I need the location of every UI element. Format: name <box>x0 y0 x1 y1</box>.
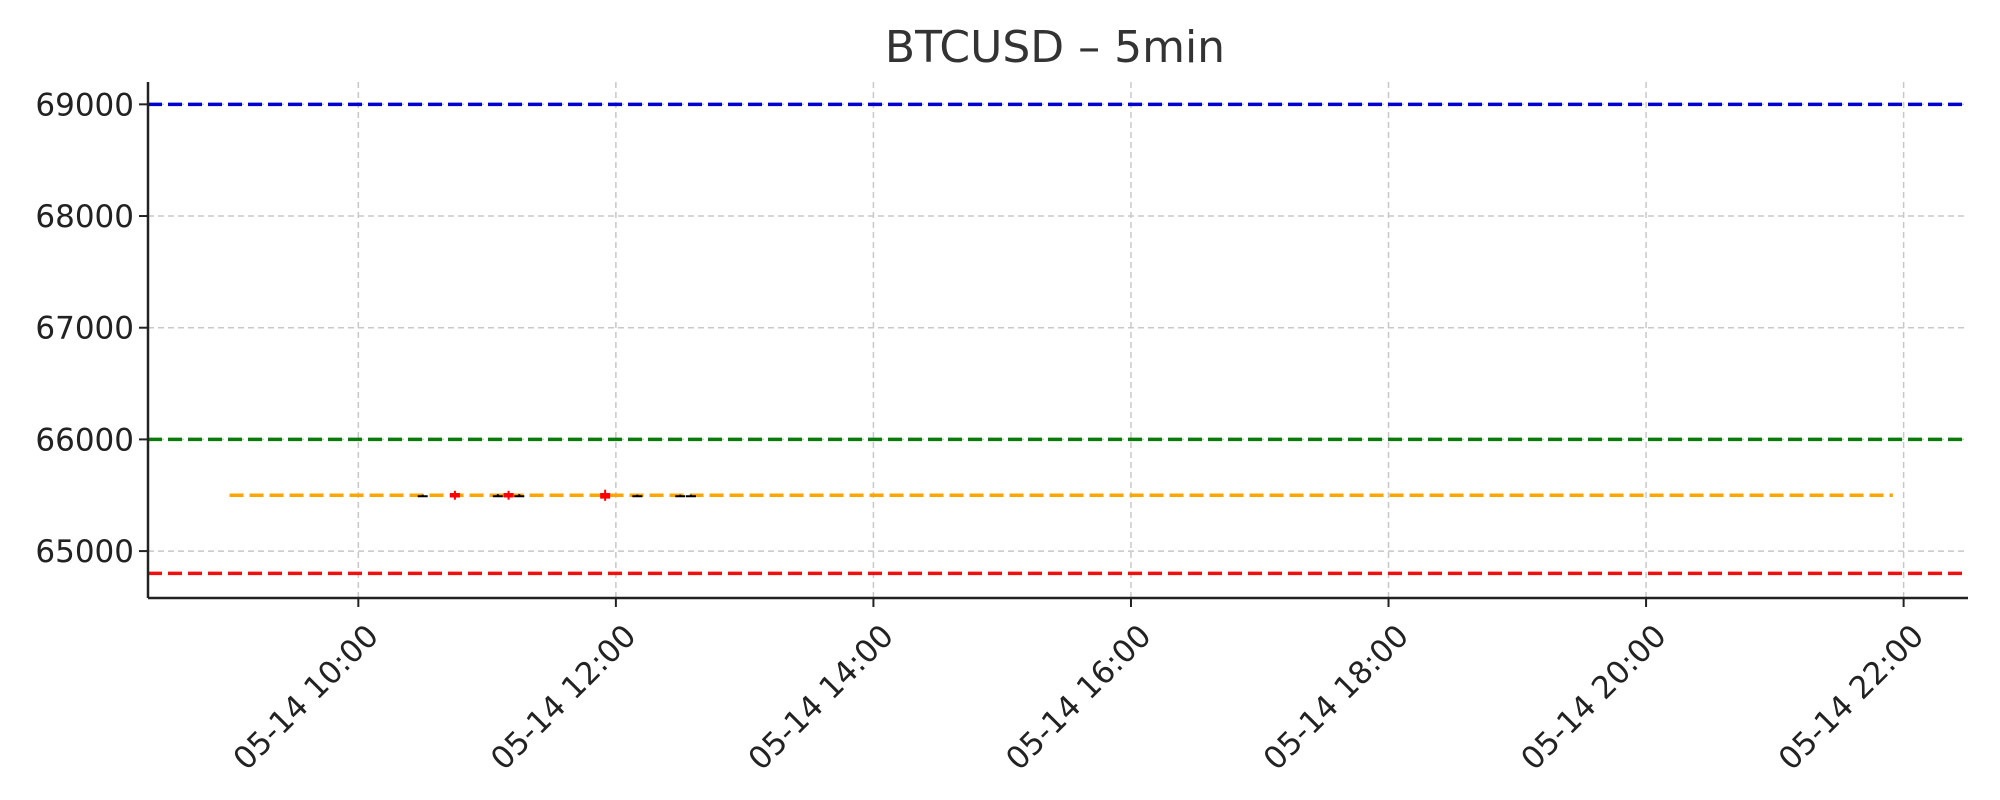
x-tick-label: 05-14 16:00 <box>999 618 1158 777</box>
candle-body <box>514 495 525 498</box>
x-tick-label: 05-14 10:00 <box>227 618 386 777</box>
candle <box>632 494 643 498</box>
candle-body <box>417 495 428 498</box>
candle <box>600 489 611 501</box>
y-tick-label: 68000 <box>35 199 134 235</box>
level-lines <box>148 102 1968 576</box>
x-tick-label: 05-14 14:00 <box>742 618 901 777</box>
candle <box>492 494 503 498</box>
chart-title: BTCUSD – 5min <box>885 22 1225 73</box>
candle <box>685 494 696 498</box>
candle-body <box>492 495 503 498</box>
grid <box>148 82 1968 598</box>
x-tick-label: 05-14 12:00 <box>484 618 643 777</box>
y-tick-label: 66000 <box>35 422 134 458</box>
y-tick-label: 69000 <box>35 87 134 123</box>
x-tick-label: 05-14 22:00 <box>1772 618 1931 777</box>
axes <box>146 82 1968 600</box>
y-axis-ticks: 65000 66000 67000 68000 69000 <box>35 87 148 570</box>
candle-body <box>685 495 696 498</box>
x-tick-label: 05-14 18:00 <box>1257 618 1416 777</box>
candle <box>675 494 686 498</box>
candle <box>449 490 460 500</box>
candle-body <box>600 493 611 499</box>
x-axis-ticks: 05-14 10:00 05-14 12:00 05-14 14:00 05-14 1… <box>227 598 1931 777</box>
candle <box>417 494 428 498</box>
candle-body <box>632 495 643 498</box>
candle <box>503 490 514 500</box>
y-tick-label: 67000 <box>35 311 134 347</box>
candle-body <box>675 495 686 498</box>
candles <box>417 489 696 501</box>
candle-body <box>449 493 460 498</box>
candle-body <box>503 493 514 498</box>
candle <box>514 494 525 498</box>
y-tick-label: 65000 <box>35 534 134 570</box>
x-tick-label: 05-14 20:00 <box>1514 618 1673 777</box>
